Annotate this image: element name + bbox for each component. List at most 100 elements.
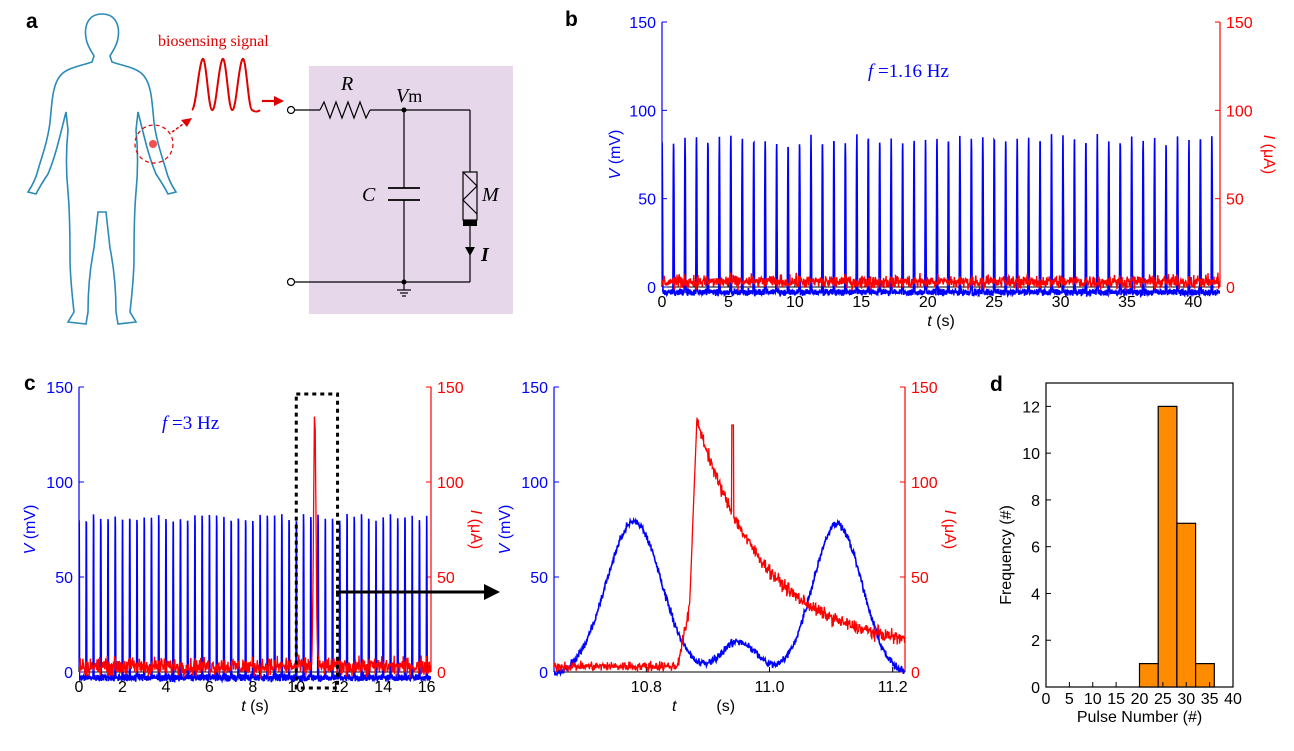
left-y-tick-label: 0 [64, 665, 73, 682]
left-y-axis-label: V (mV) [22, 505, 39, 555]
left-y-axis-label-unit: (mV) [497, 505, 514, 544]
x-axis-label-unit: (s) [716, 698, 735, 715]
right-y-axis-label-unit: (μA) [941, 514, 958, 549]
x-axis-label: t (s) [672, 698, 735, 715]
node-vm [401, 107, 407, 113]
x-axis-label-unit: (s) [932, 313, 955, 330]
right-y-axis-label: I (μA) [941, 510, 958, 549]
left-y-tick-label: 50 [530, 570, 548, 587]
x-tick-label: 25 [985, 294, 1003, 311]
vm-label-v: V [396, 85, 411, 107]
x-axis-label-unit: (s) [246, 698, 269, 715]
sensor-dashed-circle [134, 124, 174, 164]
x-tick-label: 11.0 [755, 679, 785, 696]
y-tick-label: 4 [1031, 586, 1040, 603]
x-tick-label: 30 [1052, 294, 1070, 311]
panel-label-b: b [565, 8, 578, 31]
x-tick-label: 2 [118, 679, 127, 696]
x-axis-label-var: t [672, 698, 677, 715]
left-y-tick-label: 100 [521, 475, 548, 492]
x-tick-label: 0 [75, 679, 84, 696]
x-tick-label: 5 [724, 294, 733, 311]
capacitor-label: C [362, 184, 376, 206]
current-direction-arrow [465, 247, 475, 256]
biosensing-signal-label: biosensing signal [158, 33, 269, 50]
x-tick-label: 35 [1118, 294, 1136, 311]
frequency-annotation-value: =3 Hz [167, 413, 219, 434]
x-tick-label: 8 [248, 679, 257, 696]
left-y-tick-label: 100 [629, 103, 656, 120]
sensor-glow [149, 140, 157, 148]
left-y-tick-label: 150 [46, 380, 73, 397]
vm-label-sub: m [408, 86, 422, 106]
y-tick-label: 12 [1022, 399, 1040, 416]
resistor-label: R [340, 73, 353, 95]
histogram-bar [1157, 405, 1178, 688]
x-tick-label: 16 [418, 679, 436, 696]
y-axis-label: Frequency (#) [998, 505, 1015, 605]
panel-a-schematic: biosensing signal [26, 13, 513, 325]
human-body-outline [26, 13, 178, 325]
right-y-axis-label-var: I [941, 510, 958, 515]
x-tick-label: 0 [658, 294, 667, 311]
left-y-tick-label: 150 [629, 15, 656, 32]
panel-label-c: c [24, 372, 36, 395]
x-axis-label: t (s) [927, 313, 955, 330]
current-label: I [480, 244, 490, 266]
right-y-axis-label-unit: (μA) [1260, 139, 1277, 174]
x-tick-label: 15 [1107, 691, 1125, 708]
x-axis-label-var: t [241, 698, 246, 715]
circuit-background [309, 66, 513, 314]
left-y-tick-label: 50 [638, 192, 656, 209]
y-tick-label: 6 [1031, 540, 1040, 557]
right-y-tick-label: 100 [1226, 103, 1253, 120]
right-y-tick-label: 0 [911, 665, 920, 682]
x-tick-label: 40 [1185, 294, 1203, 311]
x-tick-label: 35 [1201, 691, 1219, 708]
x-tick-label: 5 [1065, 691, 1074, 708]
x-tick-label: 10 [1084, 691, 1102, 708]
left-y-axis-label-var: V [607, 167, 624, 179]
right-y-axis-label: I (μA) [467, 510, 484, 549]
right-y-axis-label-unit: (μA) [467, 514, 484, 549]
left-y-axis-label-unit: (mV) [607, 130, 624, 169]
left-y-tick-label: 150 [521, 380, 548, 397]
x-tick-label: 10.8 [631, 679, 662, 696]
right-y-tick-label: 50 [1226, 192, 1244, 209]
right-y-tick-label: 50 [437, 570, 455, 587]
left-y-tick-label: 100 [46, 475, 73, 492]
left-y-axis-label: V (mV) [607, 130, 624, 180]
frequency-annotation-f: f [868, 61, 876, 82]
histogram-bar [1138, 663, 1159, 688]
frequency-annotation-value: =1.16 Hz [873, 61, 949, 82]
zoom-arrow [336, 584, 500, 600]
histogram-bar [1176, 522, 1197, 688]
x-tick-label: 40 [1224, 691, 1242, 708]
right-y-axis-label-var: I [1260, 135, 1277, 140]
right-y-tick-label: 100 [437, 475, 464, 492]
dashed-arrow [171, 121, 187, 133]
panel-label-a: a [26, 10, 38, 33]
x-tick-label: 20 [919, 294, 937, 311]
left-y-axis-label-var: V [22, 542, 39, 554]
series-current [662, 272, 1220, 291]
vm-label: Vm [396, 85, 422, 107]
left-y-tick-label: 0 [647, 280, 656, 297]
right-y-tick-label: 0 [1226, 280, 1235, 297]
chart-c-right: 0 0 50 50 100 100 150 150 10.8 11.0 11.2 t (s) V (mV)… [497, 380, 958, 715]
series-voltage [554, 516, 905, 677]
x-tick-label: 12 [331, 679, 349, 696]
histogram-bar [1194, 663, 1215, 688]
series-voltage [79, 513, 431, 684]
left-y-tick-label: 50 [55, 570, 73, 587]
series-current [554, 417, 905, 673]
memristor-terminal [463, 220, 477, 226]
left-y-axis-label: V (mV) [497, 505, 514, 555]
frequency-annotation: f =3 Hz [162, 413, 219, 434]
right-y-tick-label: 0 [437, 665, 446, 682]
right-y-axis-label: I (μA) [1260, 135, 1277, 174]
right-y-tick-label: 100 [911, 475, 938, 492]
